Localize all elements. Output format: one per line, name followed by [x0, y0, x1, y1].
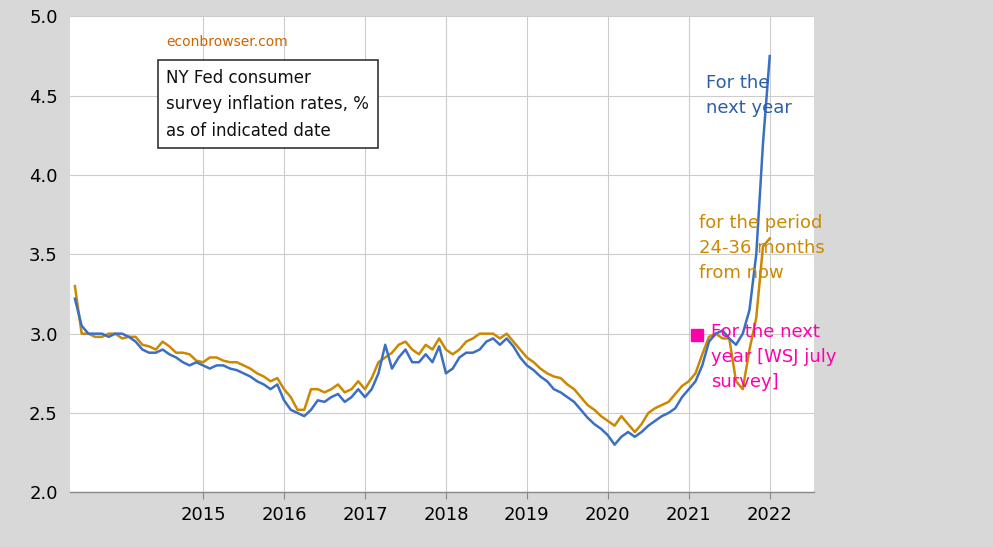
Text: for the period
24-36 months
from now: for the period 24-36 months from now	[699, 214, 824, 282]
Text: For the next
year [WSJ july
survey]: For the next year [WSJ july survey]	[711, 323, 837, 391]
Text: econbrowser.com: econbrowser.com	[167, 36, 288, 49]
Text: NY Fed consumer
survey inflation rates, %
as of indicated date: NY Fed consumer survey inflation rates, …	[167, 69, 369, 139]
Text: For the
next year: For the next year	[706, 73, 792, 117]
